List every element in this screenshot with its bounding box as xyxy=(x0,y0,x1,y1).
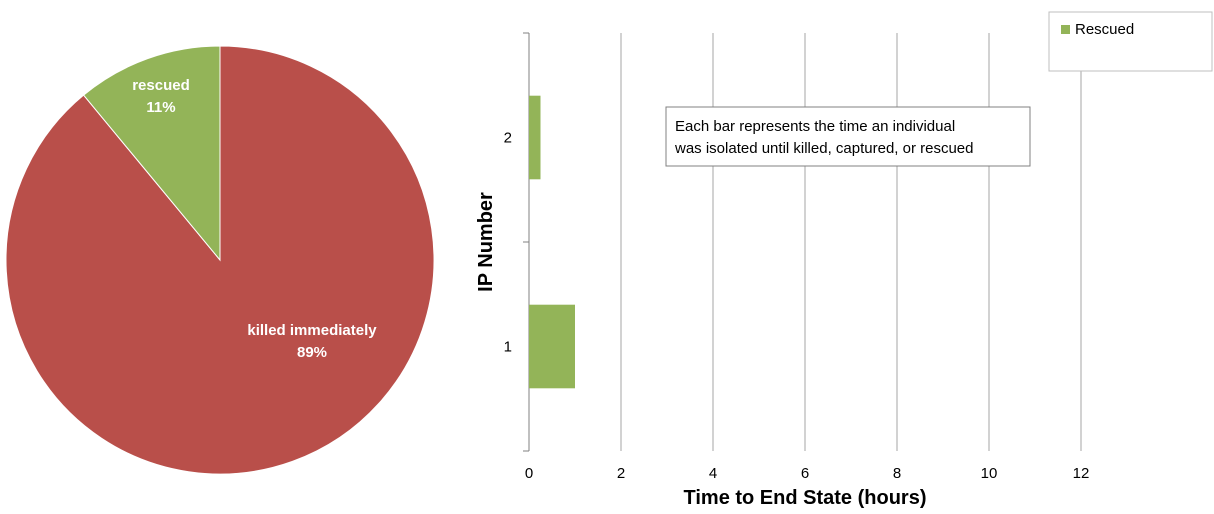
x-axis-label: Time to End State (hours) xyxy=(684,487,927,509)
y-tick-1: 1 xyxy=(504,339,512,356)
x-tick-10: 10 xyxy=(981,465,998,482)
x-tick-8: 8 xyxy=(893,465,901,482)
pie-value-label-killed-immediately: 89% xyxy=(297,344,327,361)
annotation-box: Each bar represents the time an individu… xyxy=(665,106,1031,167)
legend-entry-rescued: Rescued xyxy=(1075,21,1134,38)
pie-value-label-rescued: 11% xyxy=(146,99,175,116)
y-axis-label: IP Number xyxy=(475,192,497,292)
pie-chart: killed immediately 89% rescued 11% xyxy=(5,45,435,475)
y-tick-labels: 12 xyxy=(504,130,512,356)
y-tick-2: 2 xyxy=(504,130,512,147)
annotation-line-1: Each bar represents the time an individu… xyxy=(675,118,955,135)
legend-frame xyxy=(1048,11,1213,72)
pie-label-killed-immediately: killed immediately xyxy=(247,322,377,339)
pie-label-rescued: rescued xyxy=(132,77,190,94)
gridlines xyxy=(620,33,1082,451)
axes xyxy=(523,32,530,452)
bar-ip-2 xyxy=(529,95,541,180)
x-tick-12: 12 xyxy=(1073,465,1090,482)
x-tick-0: 0 xyxy=(525,465,533,482)
bar-chart: 0 2 4 6 8 10 12 12 Time to End State (hours) I… xyxy=(475,11,1213,509)
x-tick-6: 6 xyxy=(801,465,809,482)
legend-swatch xyxy=(1061,25,1070,34)
bars xyxy=(529,95,575,389)
x-tick-labels: 0 2 4 6 8 10 12 xyxy=(525,465,1090,482)
x-tick-4: 4 xyxy=(709,465,717,482)
legend: Rescued xyxy=(1048,11,1213,72)
x-tick-2: 2 xyxy=(617,465,625,482)
annotation-line-2: was isolated until killed, captured, or … xyxy=(674,140,974,157)
bar-ip-1 xyxy=(529,304,575,389)
pie-slice-rescued xyxy=(82,45,221,262)
